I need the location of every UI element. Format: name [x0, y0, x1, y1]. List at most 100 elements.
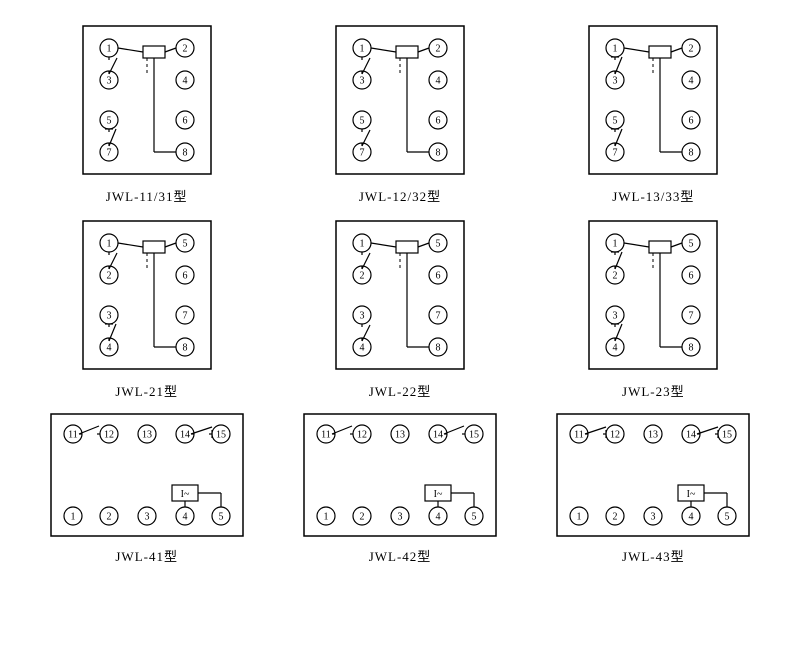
svg-text:2: 2 — [359, 512, 364, 523]
svg-text:7: 7 — [435, 311, 440, 322]
diagram-label: JWL-22型 — [369, 381, 432, 400]
svg-text:2: 2 — [613, 271, 618, 282]
svg-text:1: 1 — [613, 239, 618, 250]
svg-text:6: 6 — [689, 271, 694, 282]
svg-text:1: 1 — [70, 512, 75, 523]
svg-text:12: 12 — [357, 430, 367, 441]
svg-text:5: 5 — [182, 239, 187, 250]
diagram-label: JWL-43型 — [622, 546, 685, 565]
svg-text:8: 8 — [182, 343, 187, 354]
svg-text:13: 13 — [395, 430, 405, 441]
diagram-label: JWL-42型 — [369, 546, 432, 565]
svg-text:3: 3 — [613, 76, 618, 87]
svg-text:5: 5 — [218, 512, 223, 523]
svg-text:1: 1 — [323, 512, 328, 523]
svg-text:14: 14 — [180, 430, 190, 441]
svg-text:5: 5 — [471, 512, 476, 523]
svg-text:3: 3 — [106, 76, 111, 87]
diagram-cell: 1 3 5 7 2 4 6 8 JWL-12/32型 — [293, 20, 506, 205]
svg-text:7: 7 — [359, 148, 364, 159]
relay-schematic: 13572468 — [77, 20, 217, 180]
svg-text:15: 15 — [469, 430, 479, 441]
svg-text:3: 3 — [651, 512, 656, 523]
svg-text:5: 5 — [689, 239, 694, 250]
svg-text:8: 8 — [435, 148, 440, 159]
diagram-label: JWL-41型 — [115, 546, 178, 565]
svg-text:1: 1 — [359, 239, 364, 250]
diagram-cell: 12345678JWL-23型 — [547, 215, 760, 400]
diagram-cell: 1 3 5 7 2 4 6 8 JWL-13/33型 — [547, 20, 760, 205]
svg-text:4: 4 — [435, 76, 440, 87]
diagram-label: JWL-12/32型 — [359, 186, 441, 205]
svg-text:8: 8 — [689, 148, 694, 159]
relay-schematic: 111213141512345I~ — [553, 410, 753, 540]
svg-text:13: 13 — [142, 430, 152, 441]
svg-text:1: 1 — [577, 512, 582, 523]
diagram-cell: 111213141512345I~JWL-43型 — [547, 410, 760, 565]
svg-text:2: 2 — [689, 44, 694, 55]
diagram-label: JWL-13/33型 — [612, 186, 694, 205]
svg-text:I~: I~ — [687, 489, 696, 500]
svg-text:11: 11 — [68, 430, 78, 441]
svg-text:14: 14 — [686, 430, 696, 441]
diagram-cell: 111213141512345I~JWL-42型 — [293, 410, 506, 565]
svg-text:6: 6 — [435, 116, 440, 127]
svg-text:7: 7 — [613, 148, 618, 159]
svg-text:4: 4 — [182, 76, 187, 87]
diagram-grid: 13572468JWL-11/31型13572468JWL-12/32型1357… — [0, 0, 800, 585]
svg-text:5: 5 — [613, 116, 618, 127]
svg-text:I~: I~ — [434, 489, 443, 500]
diagram-label: JWL-23型 — [622, 381, 685, 400]
svg-text:12: 12 — [104, 430, 114, 441]
svg-text:1: 1 — [613, 44, 618, 55]
svg-text:6: 6 — [182, 116, 187, 127]
svg-text:7: 7 — [689, 311, 694, 322]
svg-text:8: 8 — [182, 148, 187, 159]
diagram-label: JWL-11/31型 — [106, 186, 188, 205]
svg-text:3: 3 — [359, 76, 364, 87]
svg-text:4: 4 — [182, 512, 187, 523]
relay-schematic: 111213141512345I~ — [47, 410, 247, 540]
relay-schematic: 1 3 5 7 2 4 6 8 — [330, 20, 470, 180]
svg-text:3: 3 — [613, 311, 618, 322]
svg-text:2: 2 — [359, 271, 364, 282]
svg-text:2: 2 — [106, 512, 111, 523]
svg-text:5: 5 — [359, 116, 364, 127]
svg-text:4: 4 — [435, 512, 440, 523]
diagram-cell: 12345678JWL-22型 — [293, 215, 506, 400]
svg-text:3: 3 — [359, 311, 364, 322]
svg-text:11: 11 — [321, 430, 331, 441]
svg-text:3: 3 — [397, 512, 402, 523]
svg-text:2: 2 — [106, 271, 111, 282]
svg-text:2: 2 — [613, 512, 618, 523]
svg-text:4: 4 — [689, 76, 694, 87]
svg-text:1: 1 — [106, 44, 111, 55]
diagram-cell: 13572468JWL-11/31型 — [40, 20, 253, 205]
svg-text:6: 6 — [689, 116, 694, 127]
diagram-cell: 111213141512345I~JWL-41型 — [40, 410, 253, 565]
svg-text:12: 12 — [610, 430, 620, 441]
relay-schematic: 111213141512345I~ — [300, 410, 500, 540]
svg-text:5: 5 — [435, 239, 440, 250]
diagram-label: JWL-21型 — [115, 381, 178, 400]
svg-text:15: 15 — [722, 430, 732, 441]
relay-schematic: 1 3 5 7 2 4 6 8 — [583, 20, 723, 180]
diagram-cell: 12345678JWL-21型 — [40, 215, 253, 400]
svg-text:1: 1 — [359, 44, 364, 55]
svg-text:8: 8 — [689, 343, 694, 354]
svg-text:2: 2 — [182, 44, 187, 55]
svg-text:11: 11 — [574, 430, 584, 441]
svg-text:14: 14 — [433, 430, 443, 441]
svg-text:3: 3 — [144, 512, 149, 523]
svg-text:5: 5 — [725, 512, 730, 523]
svg-text:3: 3 — [106, 311, 111, 322]
svg-text:I~: I~ — [180, 489, 189, 500]
svg-text:2: 2 — [435, 44, 440, 55]
svg-text:4: 4 — [359, 343, 364, 354]
relay-schematic: 12345678 — [77, 215, 217, 375]
relay-schematic: 12345678 — [583, 215, 723, 375]
svg-text:7: 7 — [182, 311, 187, 322]
svg-text:4: 4 — [689, 512, 694, 523]
svg-text:5: 5 — [106, 116, 111, 127]
svg-text:6: 6 — [435, 271, 440, 282]
